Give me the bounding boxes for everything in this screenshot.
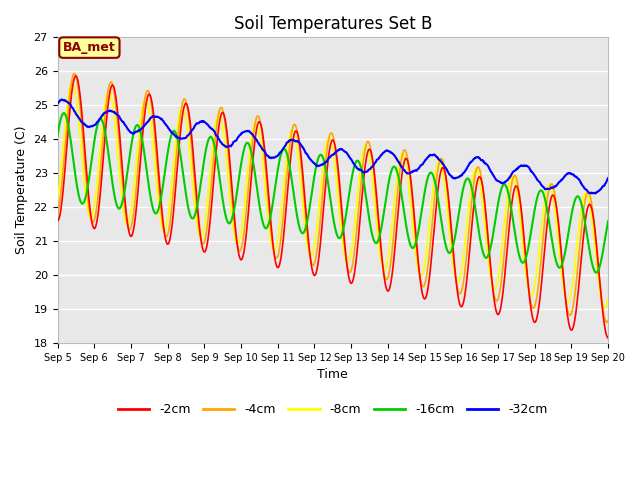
-4cm	[309, 263, 317, 268]
-16cm	[604, 218, 612, 224]
-8cm	[97, 143, 104, 149]
-32cm	[119, 119, 127, 125]
-8cm	[299, 204, 307, 210]
-32cm	[367, 165, 375, 170]
-4cm	[97, 167, 104, 172]
Line: -8cm: -8cm	[58, 83, 608, 309]
-2cm	[287, 148, 295, 154]
-4cm	[603, 320, 611, 325]
-16cm	[54, 133, 61, 139]
-2cm	[97, 188, 104, 194]
-4cm	[604, 318, 612, 324]
-2cm	[299, 172, 307, 178]
-2cm	[309, 269, 317, 275]
-16cm	[299, 230, 307, 236]
Text: BA_met: BA_met	[63, 41, 116, 54]
-16cm	[367, 227, 375, 233]
-16cm	[593, 270, 600, 276]
-4cm	[54, 210, 61, 216]
-8cm	[54, 197, 61, 203]
-32cm	[309, 159, 317, 165]
-8cm	[68, 80, 76, 86]
-4cm	[299, 181, 307, 187]
Line: -4cm: -4cm	[58, 73, 608, 323]
-4cm	[70, 71, 78, 76]
Line: -16cm: -16cm	[58, 113, 608, 273]
-2cm	[604, 335, 612, 341]
Legend: -2cm, -4cm, -8cm, -16cm, -32cm: -2cm, -4cm, -8cm, -16cm, -32cm	[113, 398, 552, 421]
-2cm	[119, 173, 127, 179]
-16cm	[119, 197, 127, 203]
-8cm	[119, 204, 127, 209]
-32cm	[287, 137, 295, 143]
-32cm	[97, 115, 104, 121]
-32cm	[58, 96, 66, 102]
-2cm	[72, 73, 80, 79]
-8cm	[367, 167, 375, 173]
-32cm	[591, 191, 599, 196]
-8cm	[600, 306, 608, 312]
-32cm	[299, 145, 307, 151]
-2cm	[54, 218, 61, 224]
-16cm	[287, 175, 295, 181]
-32cm	[54, 101, 61, 107]
-4cm	[367, 149, 375, 155]
-16cm	[97, 116, 104, 122]
Line: -2cm: -2cm	[58, 76, 608, 338]
-4cm	[287, 131, 295, 136]
-32cm	[604, 175, 612, 181]
-8cm	[604, 296, 612, 301]
Line: -32cm: -32cm	[58, 99, 608, 193]
Title: Soil Temperatures Set B: Soil Temperatures Set B	[234, 15, 432, 33]
X-axis label: Time: Time	[317, 368, 348, 381]
-16cm	[60, 110, 68, 116]
-8cm	[309, 251, 317, 256]
-4cm	[119, 185, 127, 191]
-8cm	[287, 128, 295, 133]
-2cm	[367, 150, 375, 156]
-16cm	[309, 184, 317, 190]
Y-axis label: Soil Temperature (C): Soil Temperature (C)	[15, 126, 28, 254]
